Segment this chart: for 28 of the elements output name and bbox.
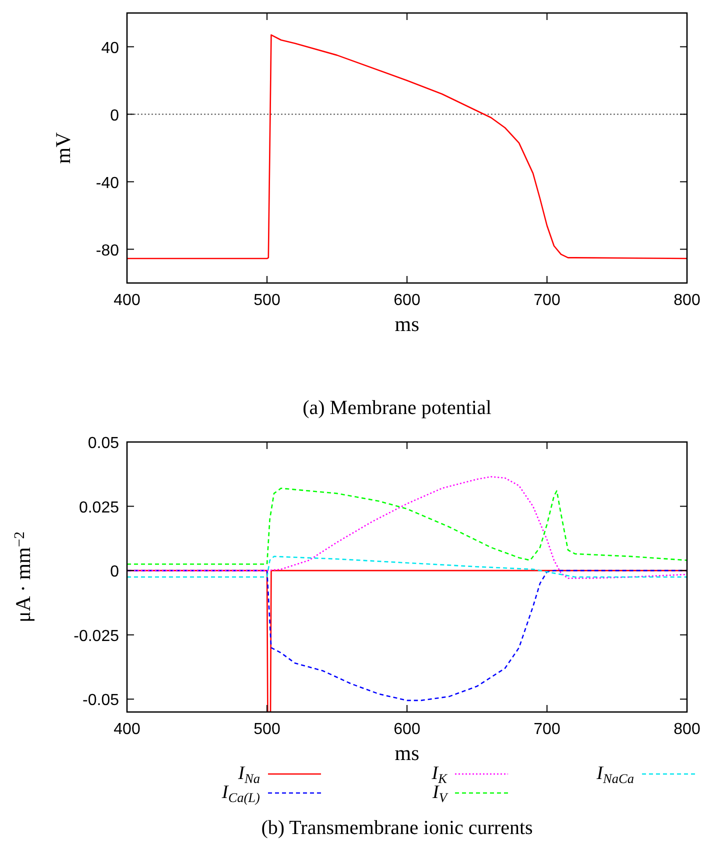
y-tick-label: -0.05 (82, 692, 120, 710)
x-tick-label: 800 (674, 292, 700, 309)
y-tick-label: 0 (110, 564, 120, 581)
y-axis-title: mV (51, 132, 75, 164)
x-axis-title: ms (394, 312, 420, 336)
y-tick-label: -80 (96, 242, 120, 260)
x-axis-title: ms (394, 741, 420, 765)
y-tick-label: 0.05 (88, 435, 120, 452)
x-tick-label: 400 (114, 721, 140, 738)
text: (b) Transmembrane ionic currents (261, 817, 534, 839)
y-tick-label: -40 (96, 174, 120, 192)
x-tick-label: 800 (674, 721, 700, 738)
text: (a) Membrane potential (302, 397, 492, 419)
legend-label: I$_{NaCa}$ (596, 763, 634, 786)
x-tick-label: 500 (254, 292, 280, 309)
x-tick-label: 700 (534, 292, 560, 309)
y-tick-label: 0 (110, 107, 120, 124)
x-tick-label: 500 (254, 721, 280, 738)
x-tick-label: 400 (114, 292, 140, 309)
line-series (127, 34, 687, 260)
y-tick-label: -0.025 (74, 628, 120, 645)
y-tick-label: 40 (101, 40, 120, 57)
line-series (127, 556, 687, 578)
x-tick-label: 600 (394, 292, 420, 309)
y-tick-label: 0.025 (78, 499, 120, 516)
x-tick-label: 700 (534, 721, 560, 738)
line-series (127, 488, 687, 565)
x-tick-label: 600 (394, 721, 420, 738)
